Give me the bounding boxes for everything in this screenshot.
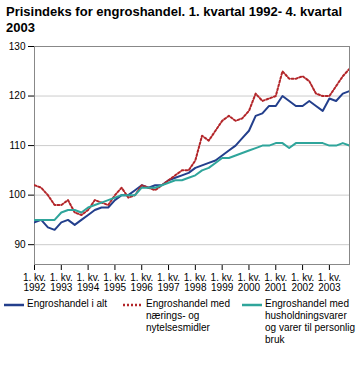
svg-text:1. kv.2001: 1. kv.2001 bbox=[264, 272, 287, 293]
svg-text:1. kv.1998: 1. kv.1998 bbox=[184, 272, 207, 293]
svg-text:1. kv.1996: 1. kv.1996 bbox=[130, 272, 153, 293]
svg-text:110: 110 bbox=[10, 140, 26, 151]
html-text:Engroshandel med husholdningsv: Engroshandel med husholdningsvarer og va… bbox=[265, 298, 355, 345]
svg-text:1. kv.1995: 1. kv.1995 bbox=[103, 272, 126, 293]
svg-text:130: 130 bbox=[9, 41, 26, 52]
svg-text:100: 100 bbox=[9, 189, 26, 200]
svg-text:90: 90 bbox=[14, 239, 26, 250]
svg-text:1. kv.2000: 1. kv.2000 bbox=[237, 272, 260, 293]
svg-text:1. kv.1999: 1. kv.1999 bbox=[211, 272, 234, 293]
svg-text:1. kv.1997: 1. kv.1997 bbox=[157, 272, 180, 293]
html-text:Engroshandel med nærings- og n: Engroshandel med nærings- og nytelsesmid… bbox=[146, 298, 230, 333]
svg-text:120: 120 bbox=[9, 90, 26, 101]
svg-text:1. kv.1994: 1. kv.1994 bbox=[77, 272, 100, 293]
svg-text:1. kv.2003: 1. kv.2003 bbox=[318, 272, 341, 293]
svg-text:1. kv.1993: 1. kv.1993 bbox=[50, 272, 73, 293]
svg-text:1. kv.2002: 1. kv.2002 bbox=[291, 272, 314, 293]
html-text:Prisindeks for engroshandel. 1: Prisindeks for engroshandel. 1. kvartal … bbox=[6, 4, 342, 35]
html-text:Engroshandel i alt: Engroshandel i alt bbox=[27, 298, 108, 309]
svg-text:1. kv.1992: 1. kv.1992 bbox=[23, 272, 46, 293]
